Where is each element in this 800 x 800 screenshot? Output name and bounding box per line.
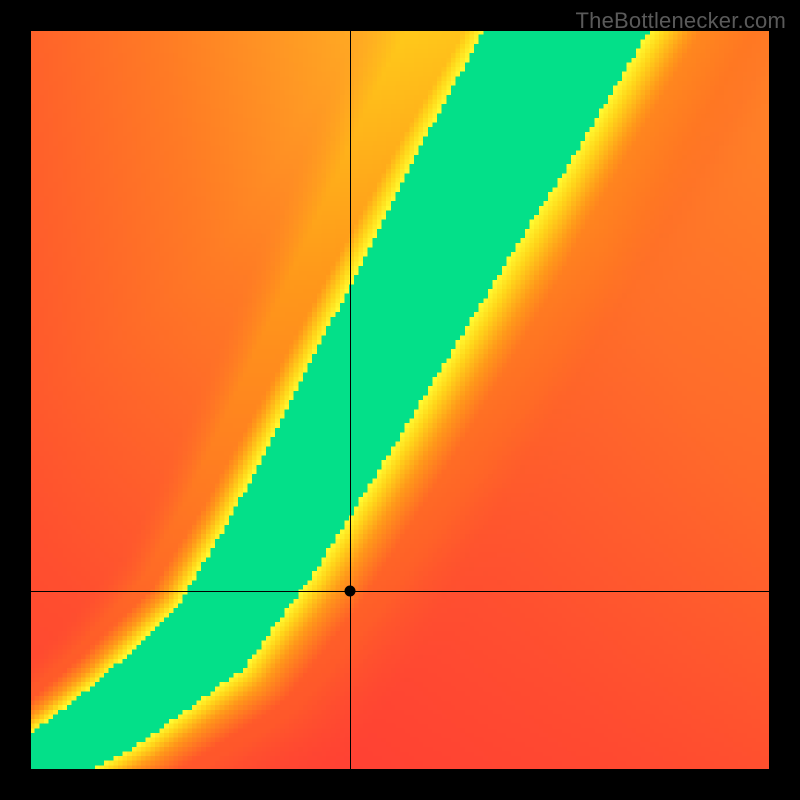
selection-marker [344,585,355,596]
plot-border [30,30,31,770]
crosshair-horizontal [30,591,770,592]
plot-border [769,30,770,770]
plot-border [30,769,770,770]
watermark-text: TheBottlenecker.com [576,8,786,34]
heatmap-canvas [30,30,770,770]
crosshair-vertical [350,30,351,770]
plot-area [30,30,770,770]
